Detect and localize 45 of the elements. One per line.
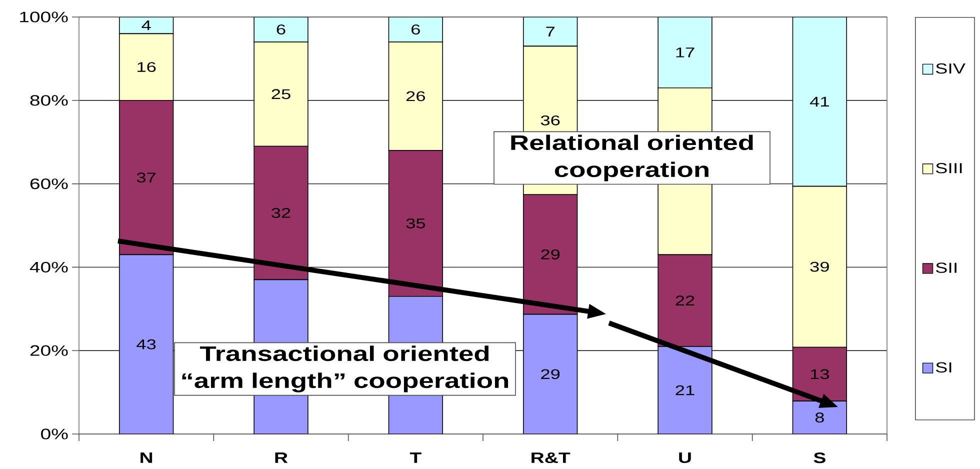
data-label: 16 bbox=[138, 62, 156, 72]
x-tick-label: R bbox=[275, 452, 288, 463]
x-tick-label: T bbox=[410, 452, 422, 463]
y-tick-label: 80% bbox=[30, 95, 68, 106]
data-label: 21 bbox=[676, 385, 694, 396]
bar bbox=[792, 16, 848, 187]
bar bbox=[119, 16, 174, 34]
annotation: Relational oriented cooperation bbox=[511, 134, 753, 182]
data-label: 41 bbox=[810, 96, 829, 106]
data-label: 29 bbox=[541, 250, 560, 260]
x-tick-label: N bbox=[140, 452, 152, 463]
legend-label: SIII bbox=[936, 163, 962, 174]
x-tick-label: U bbox=[679, 452, 691, 463]
bar bbox=[388, 16, 443, 42]
data-label: 13 bbox=[810, 369, 829, 380]
data-label: 25 bbox=[272, 89, 290, 100]
data-label: 43 bbox=[136, 339, 156, 350]
data-label: 7 bbox=[546, 26, 554, 36]
y-tick-label: 20% bbox=[30, 345, 68, 356]
y-tick-label: 0% bbox=[41, 428, 68, 440]
annotation: Transactional oriented “arm length” cooperation bbox=[182, 346, 508, 392]
bar bbox=[658, 16, 712, 88]
data-label: 4 bbox=[142, 20, 151, 30]
data-label: 8 bbox=[815, 412, 824, 422]
data-label: 17 bbox=[676, 48, 694, 58]
bar bbox=[254, 16, 308, 42]
data-label: 35 bbox=[406, 218, 426, 228]
data-label: 29 bbox=[541, 369, 560, 380]
data-label: 32 bbox=[272, 208, 290, 218]
legend-label: SII bbox=[936, 262, 956, 273]
legend-label: SI bbox=[936, 362, 952, 373]
data-label: 39 bbox=[810, 262, 829, 272]
x-tick-label: S bbox=[814, 452, 826, 464]
x-tick-label: R&T bbox=[532, 452, 570, 464]
legend-label: SIV bbox=[936, 63, 966, 74]
data-label: 6 bbox=[276, 24, 286, 34]
data-label: 26 bbox=[406, 91, 425, 102]
data-label: 6 bbox=[412, 24, 420, 34]
data-label: 36 bbox=[540, 115, 560, 126]
data-label: 22 bbox=[676, 296, 694, 306]
y-tick-label: 60% bbox=[30, 178, 68, 190]
y-tick-label: 100% bbox=[20, 12, 68, 22]
bar bbox=[523, 16, 578, 47]
data-label: 37 bbox=[136, 172, 156, 183]
y-tick-label: 40% bbox=[30, 262, 68, 273]
